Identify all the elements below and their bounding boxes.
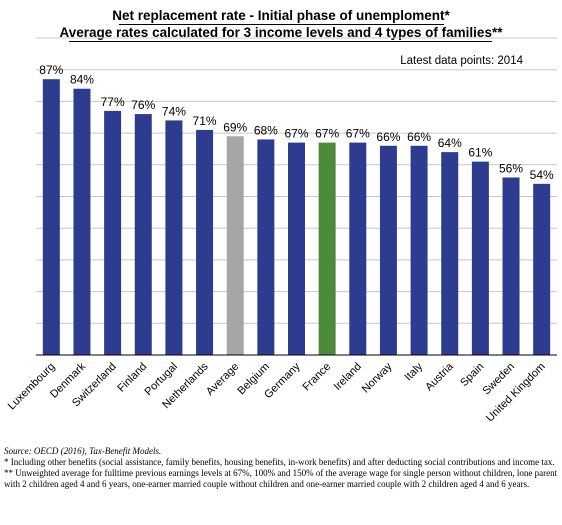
bar-average <box>226 136 244 355</box>
bar-sweden <box>502 177 520 355</box>
bar-belgium <box>257 139 275 355</box>
value-label: 67% <box>284 127 308 141</box>
bar-italy <box>410 145 428 355</box>
category-labels: LuxembourgDenmarkSwitzerlandFinlandPortu… <box>6 360 548 424</box>
value-label: 69% <box>223 120 247 134</box>
data-points-note: Latest data points: 2014 <box>400 55 523 67</box>
title-underline <box>119 24 444 25</box>
value-label: 54% <box>530 168 554 182</box>
bar-germany <box>288 142 305 355</box>
bar-chart: 87% 84% 77% 76% 74% 71% 69% 68% 67% 67% 67% 66% 66% 6… <box>6 37 557 424</box>
category-label: Average <box>204 361 241 398</box>
subtitle-underline <box>69 41 492 42</box>
bar-france <box>318 142 336 355</box>
value-label: 71% <box>193 114 217 128</box>
bar-luxembourg <box>42 79 60 356</box>
value-label: 64% <box>438 136 462 150</box>
value-label: 77% <box>101 95 125 109</box>
footnote-2: ** Unweighted average for fulltime previ… <box>4 468 558 489</box>
bar-ireland <box>349 142 367 355</box>
bar-spain <box>471 161 489 355</box>
value-label: 74% <box>162 104 186 118</box>
category-label: Austria <box>423 360 456 393</box>
bar-portugal <box>165 120 183 355</box>
bar-switzerland <box>104 110 122 355</box>
source-note: Source: OECD (2016), Tax-Benefit Models. <box>4 446 162 456</box>
category-label: France <box>301 361 334 394</box>
value-label: 66% <box>376 130 400 144</box>
bar-netherlands <box>196 129 214 355</box>
value-label: 56% <box>499 161 523 175</box>
value-labels: 87% 84% 77% 76% 74% 71% 69% 68% 67% 67% 67% 66% 66% 6… <box>39 63 554 182</box>
category-label: Luxembourg <box>6 361 58 413</box>
bar-norway <box>379 145 397 355</box>
value-label: 76% <box>131 98 155 112</box>
category-label: Ireland <box>332 361 364 393</box>
bar-denmark <box>73 88 91 355</box>
value-label: 68% <box>254 123 278 137</box>
category-label: Norway <box>360 360 395 395</box>
chart-subtitle: Average rates calculated for 3 income le… <box>59 25 503 40</box>
value-label: 61% <box>468 146 492 160</box>
value-label: 84% <box>70 73 94 87</box>
bar-united-kingdom <box>533 183 551 355</box>
bar-finland <box>134 114 152 355</box>
value-label: 66% <box>407 130 431 144</box>
value-label: 87% <box>39 63 63 77</box>
bars <box>42 79 551 356</box>
category-label: Italy <box>402 360 425 383</box>
bar-austria <box>441 152 459 355</box>
value-label: 67% <box>315 127 339 141</box>
footnotes: Source: OECD (2016), Tax-Benefit Models.… <box>4 446 560 490</box>
value-label: 67% <box>346 127 370 141</box>
category-label: Spain <box>458 361 486 389</box>
footnote-1: * Including other benefits (social assis… <box>4 457 555 467</box>
chart-title: Net replacement rate - Initial phase of … <box>112 8 450 23</box>
